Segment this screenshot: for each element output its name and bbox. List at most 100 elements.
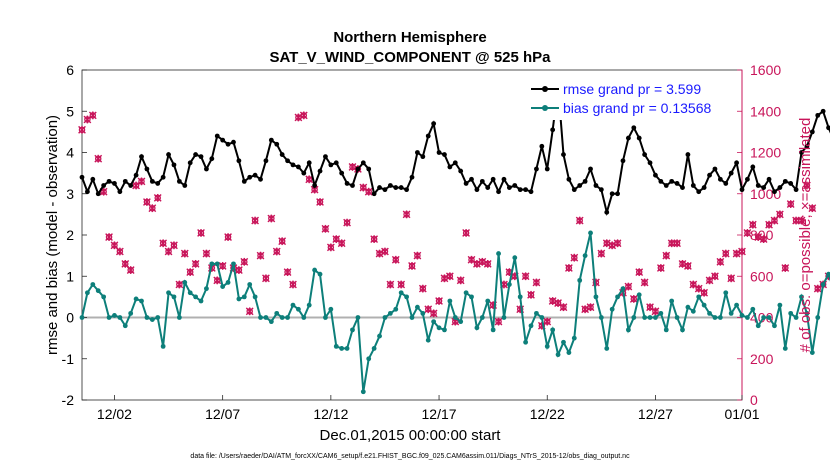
obs-assimilated-point <box>94 154 103 163</box>
obs-assimilated-point <box>316 198 324 206</box>
legend-rmse-text: rmse grand pr = 3.599 <box>563 81 701 97</box>
rmse-point <box>739 187 745 193</box>
obs-assimilated-point <box>684 262 692 270</box>
rmse-point <box>187 160 193 166</box>
obs-assimilated-point <box>180 249 189 258</box>
bias-point <box>225 280 231 285</box>
bias-point <box>571 335 577 341</box>
bias-point <box>712 315 718 320</box>
bias-point <box>690 308 696 314</box>
bias-point <box>631 315 637 320</box>
rmse-point <box>398 185 404 190</box>
bias-point <box>647 315 653 320</box>
bias-point <box>112 313 117 318</box>
obs-assimilated-point <box>326 243 335 252</box>
obs-assimilated-point <box>126 266 135 274</box>
obs-assimilated-point <box>121 259 130 268</box>
rmse-point <box>745 176 750 182</box>
rmse-point <box>149 178 155 184</box>
bias-point <box>117 315 123 320</box>
bias-point <box>220 284 226 289</box>
obs-assimilated-point <box>197 229 205 237</box>
rmse-point <box>755 183 761 188</box>
rmse-point <box>458 168 464 174</box>
bias-point <box>809 350 815 355</box>
bias-point <box>469 294 474 300</box>
rmse-point <box>431 121 437 127</box>
obs-assimilated-point <box>445 272 454 281</box>
obs-assimilated-point <box>213 276 222 285</box>
bias-point <box>409 315 415 320</box>
rmse-point <box>625 135 631 141</box>
bias-point <box>187 290 193 296</box>
rmse-point <box>139 154 144 160</box>
rmse-point <box>236 158 242 164</box>
bias-point <box>149 317 155 322</box>
obs-assimilated-point <box>321 224 330 233</box>
bias-point <box>160 343 166 349</box>
obs-assimilated-point <box>435 297 443 305</box>
rmse-point <box>609 191 615 197</box>
rmse-point <box>409 174 415 180</box>
bias-point <box>382 315 388 320</box>
rmse-point <box>344 181 350 186</box>
bias-point <box>393 306 399 312</box>
rmse-point <box>160 174 166 180</box>
bias-point <box>506 282 512 287</box>
bias-point <box>155 315 161 320</box>
bias-point <box>436 325 442 331</box>
obs-assimilated-point <box>359 183 368 192</box>
bias-point <box>674 315 680 320</box>
obs-assimilated-point <box>759 235 768 244</box>
obs-assimilated-point <box>245 307 254 316</box>
rmse-point <box>528 189 534 195</box>
bias-point <box>231 261 236 267</box>
obs-assimilated-point <box>700 288 709 297</box>
rmse-point <box>615 191 620 197</box>
obs-assimilated-point <box>381 247 389 256</box>
bias-point <box>317 271 323 277</box>
obs-assimilated-point <box>343 218 351 227</box>
rmse-point <box>415 150 420 155</box>
obs-assimilated-point <box>337 239 346 248</box>
x-tick-label: 12/27 <box>638 406 673 422</box>
rmse-point <box>393 185 399 190</box>
bias-point <box>653 315 658 320</box>
bias-point <box>447 298 453 304</box>
bias-point <box>133 296 139 302</box>
rmse-point <box>366 166 372 172</box>
rmse-point <box>463 181 469 186</box>
obs-assimilated-point <box>564 264 573 272</box>
rmse-point <box>674 181 680 186</box>
bias-point <box>777 302 783 308</box>
bias-point <box>479 315 485 320</box>
bias-point <box>377 333 382 339</box>
obs-assimilated-point <box>164 247 173 256</box>
bias-point <box>90 282 96 287</box>
bias-point <box>301 315 307 320</box>
bias-point <box>707 310 712 316</box>
obs-assimilated-point <box>548 297 557 305</box>
bias-point <box>593 294 599 300</box>
rmse-point <box>312 183 318 188</box>
right-tick-label: 1200 <box>750 145 781 161</box>
rmse-point <box>317 168 323 174</box>
rmse-point <box>782 178 788 184</box>
bias-point <box>95 288 101 294</box>
obs-assimilated-point <box>218 262 227 270</box>
obs-assimilated-point <box>727 274 736 283</box>
bias-point <box>669 298 675 304</box>
bias-point <box>101 294 107 300</box>
bias-point <box>122 323 128 329</box>
bias-point <box>766 315 772 320</box>
obs-assimilated-point <box>689 280 698 289</box>
obs-assimilated-point <box>732 249 741 258</box>
bias-point <box>198 298 204 304</box>
x-tick-label: 12/17 <box>422 406 457 422</box>
obs-assimilated-point <box>803 181 811 190</box>
obs-assimilated-point <box>348 163 357 171</box>
obs-assimilated-point <box>797 216 806 225</box>
rmse-point <box>501 176 507 182</box>
rmse-point <box>339 170 345 176</box>
bias-point <box>295 306 301 312</box>
